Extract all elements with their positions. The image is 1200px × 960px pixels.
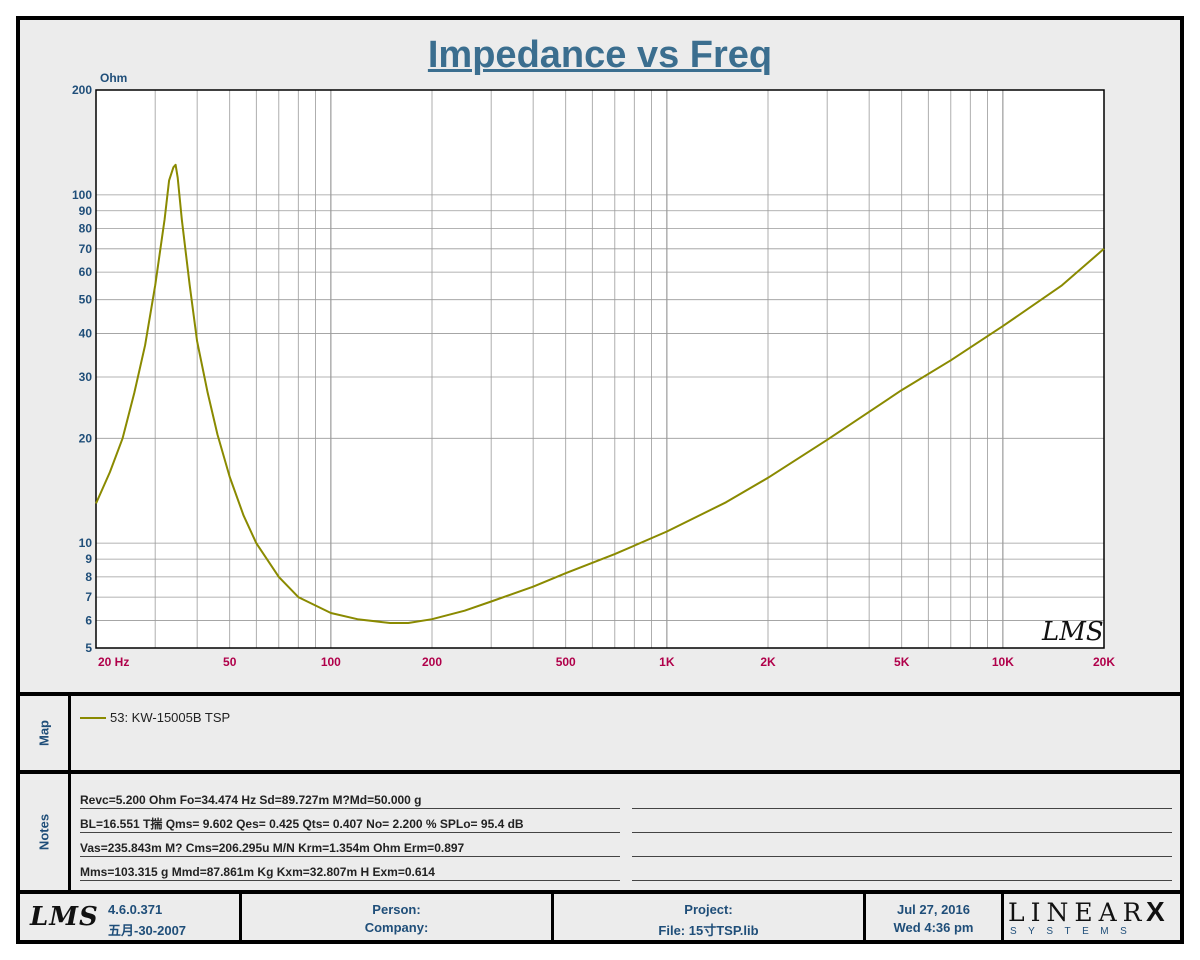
note-line: Vas=235.843m M? Cms=206.295u M/N Krm=1.3…	[80, 838, 620, 857]
footer-version-cell: LMS 4.6.0.371 五月-30-2007	[20, 894, 242, 944]
x-tick-label: 50	[223, 655, 237, 669]
y-tick-label: 20	[79, 431, 93, 445]
x-tick-label: 10K	[992, 655, 1014, 669]
project-label: Project:	[684, 902, 733, 917]
note-blank-line	[632, 814, 1172, 833]
footer: LMS 4.6.0.371 五月-30-2007 Person: Company…	[20, 894, 1180, 944]
legend-swatch	[80, 717, 106, 719]
y-tick-label: 100	[72, 188, 92, 202]
footer-project-cell: Project: File: 15寸TSP.lib	[554, 894, 866, 944]
lms-watermark: LMS	[1041, 617, 1104, 647]
y-tick-label: 70	[79, 242, 93, 256]
version-text: 4.6.0.371	[108, 902, 163, 917]
linearx-logo: LINEAR X SYSTEMS	[1008, 896, 1165, 937]
impedance-chart: 20 Hz 50 100 200 500 1K 2K 5K 10K 20K 5 6 7 8 9 10 20 30 4…	[72, 71, 1115, 669]
y-tick-label: 90	[79, 204, 93, 218]
y-tick-label: 10	[79, 536, 93, 550]
y-tick-label: 60	[79, 265, 93, 279]
x-tick-label: 100	[321, 655, 341, 669]
x-tick-label: 20 Hz	[98, 655, 129, 669]
date-text: Jul 27, 2016	[897, 902, 970, 917]
lms-logo: LMS	[30, 902, 99, 932]
report-frame: Impedance vs Freq 20 Hz 50 100 200 500 1K 2K 5K…	[16, 16, 1184, 944]
footer-date-cell: Jul 27, 2016 Wed 4:36 pm	[866, 894, 1004, 944]
x-tick-label: 500	[556, 655, 576, 669]
y-tick-label: 5	[85, 641, 92, 655]
y-tick-label: 40	[79, 326, 93, 340]
note-blank-line	[632, 862, 1172, 881]
note-line: Revc=5.200 Ohm Fo=34.474 Hz Sd=89.727m M…	[80, 790, 620, 809]
legend-entry: 53: KW-15005B TSP	[110, 710, 231, 725]
y-tick-label: 8	[85, 570, 92, 584]
x-tick-label: 5K	[894, 655, 910, 669]
plot-border	[95, 89, 1105, 649]
y-tick-label: 30	[79, 370, 93, 384]
x-tick-label: 1K	[659, 655, 675, 669]
map-side-label: Map	[20, 696, 71, 770]
build-date-text: 五月-30-2007	[108, 923, 187, 938]
x-tick-label: 200	[422, 655, 442, 669]
y-tick-label: 9	[85, 552, 92, 566]
y-tick-label: 6	[85, 613, 92, 627]
note-blank-line	[632, 790, 1172, 809]
y-tick-label: 200	[72, 83, 92, 97]
chart-title: Impedance vs Freq	[427, 34, 773, 76]
note-blank-line	[632, 838, 1172, 857]
file-label: File: 15寸TSP.lib	[658, 923, 759, 938]
notes-section: Notes Revc=5.200 Ohm Fo=34.474 Hz Sd=89.…	[20, 774, 1180, 894]
note-line: BL=16.551 T揣 Qms= 9.602 Qes= 0.425 Qts= …	[80, 814, 620, 833]
y-tick-label: 7	[85, 590, 92, 604]
footer-person-cell: Person: Company:	[242, 894, 554, 944]
plot-area	[96, 90, 1104, 648]
day-time-text: Wed 4:36 pm	[893, 920, 974, 935]
x-tick-label: 20K	[1093, 655, 1115, 669]
person-label: Person:	[372, 902, 421, 917]
notes-side-label: Notes	[20, 774, 71, 890]
company-label: Company:	[364, 920, 429, 935]
y-tick-label: 50	[79, 293, 93, 307]
x-tick-label: 2K	[760, 655, 776, 669]
chart-section: Impedance vs Freq 20 Hz 50 100 200 500 1K 2K 5K…	[20, 20, 1180, 696]
y-axis-unit-label: Ohm	[100, 71, 127, 85]
y-tick-label: 80	[79, 222, 93, 236]
impedance-series-line	[95, 163, 1105, 624]
map-section: Map 53: KW-15005B TSP	[20, 696, 1180, 774]
note-line: Mms=103.315 g Mmd=87.861m Kg Kxm=32.807m…	[80, 862, 620, 881]
